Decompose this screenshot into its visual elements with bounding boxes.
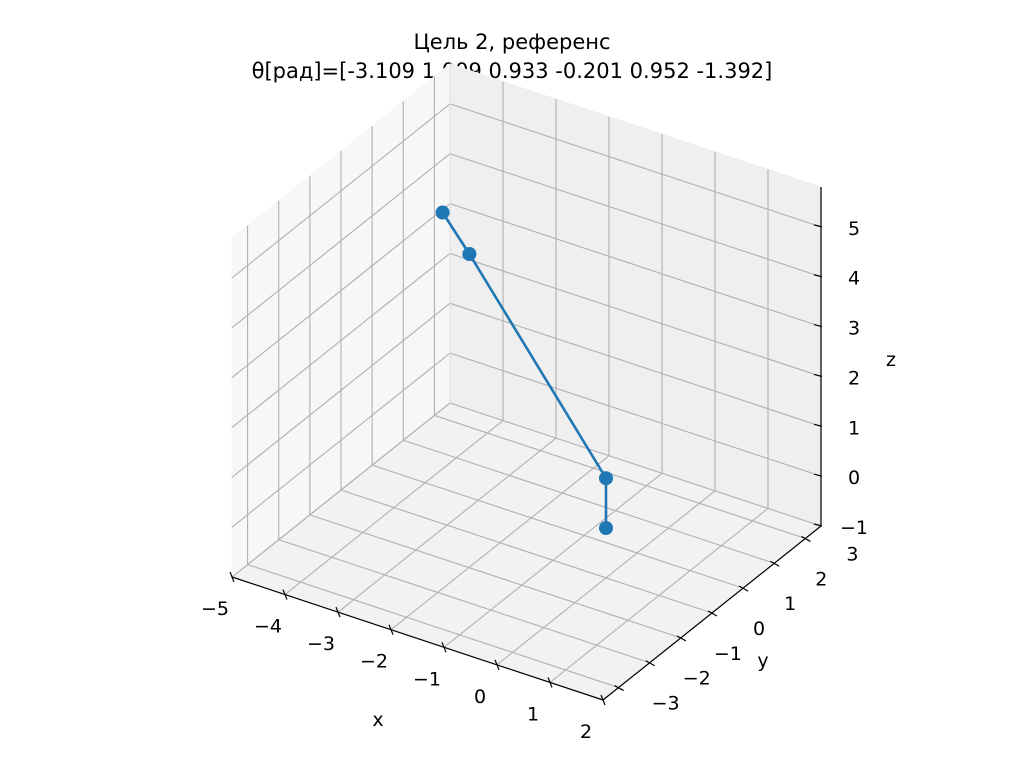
- data-series: [435, 205, 613, 535]
- x-axis-label: x: [372, 709, 383, 731]
- z-gridline: [231, 103, 451, 279]
- y-gridline: [434, 414, 806, 539]
- y-tick-mark: [769, 560, 780, 567]
- y-gridline: [403, 439, 775, 564]
- x-tick-label: −5: [201, 598, 229, 620]
- x-tick-mark: [229, 571, 235, 583]
- z-gridline: [231, 402, 451, 578]
- data-point: [462, 247, 477, 261]
- y-tick-mark: [614, 685, 624, 692]
- data-point: [435, 205, 450, 220]
- z-gridline: [231, 153, 451, 329]
- z-gridline: [449, 252, 822, 377]
- z-gridline: [449, 153, 822, 278]
- series-line: [441, 211, 608, 528]
- axis-lines: [229, 64, 823, 706]
- z-tick-mark: [813, 324, 823, 328]
- z-axis-label: z: [886, 349, 896, 371]
- x-tick-label: −2: [360, 651, 388, 673]
- y-tick-label: 0: [753, 618, 765, 640]
- z-gridline: [449, 103, 822, 228]
- z-tick-label: 4: [848, 268, 860, 290]
- z-tick-label: 2: [848, 367, 860, 389]
- y-tick-mark: [738, 585, 749, 592]
- x-tick-mark: [600, 694, 606, 706]
- chart-title: Цель 2, референс θ[рад]=[-3.109 1.009 0.…: [0, 28, 1024, 86]
- z-tick-mark: [813, 373, 823, 378]
- x-tick-mark: [547, 677, 553, 688]
- z-gridline: [449, 402, 822, 527]
- z-gridline: [449, 203, 822, 328]
- z-gridline: [231, 253, 451, 428]
- x-tick-label: 2: [580, 721, 592, 743]
- z-tick-label: 1: [848, 417, 860, 439]
- x-tick-label: −3: [307, 633, 335, 655]
- x-tick-label: −1: [413, 668, 441, 690]
- y-gridline: [247, 564, 619, 689]
- z-tick-label: 3: [848, 318, 860, 340]
- z-tick-label: 5: [848, 218, 860, 240]
- y-tick-label: −2: [683, 668, 711, 690]
- x-tick-mark: [282, 589, 288, 600]
- x-tick-mark: [494, 659, 500, 671]
- x-tick-mark: [335, 606, 341, 618]
- y-tick-label: 3: [846, 543, 858, 565]
- x-tick-label: 0: [474, 686, 486, 708]
- y-tick-label: 2: [815, 568, 827, 590]
- y-tick-label: −3: [652, 693, 680, 715]
- z-gridline: [231, 302, 451, 478]
- y-gridline: [371, 464, 744, 589]
- x-tick-mark: [441, 642, 447, 653]
- subtitle-line: θ[рад]=[-3.109 1.009 0.933 -0.201 0.952 …: [251, 59, 773, 83]
- z-gridline: [449, 352, 822, 477]
- y-tick-mark: [707, 610, 718, 617]
- z-tick-mark: [813, 473, 823, 477]
- x-axis-line: [231, 576, 604, 701]
- y-gridline: [309, 514, 682, 639]
- z-tick-mark: [813, 423, 823, 427]
- x-tick-mark: [388, 624, 394, 635]
- title-line: Цель 2, референс: [413, 30, 611, 54]
- y-tick-label: −1: [714, 643, 742, 665]
- axis-panes: [230, 62, 823, 701]
- z-tick-mark: [813, 224, 823, 228]
- z-gridline: [231, 352, 451, 528]
- y-tick-mark: [645, 660, 656, 667]
- y-tick-label: 1: [784, 593, 796, 615]
- z-gridline: [231, 203, 451, 379]
- grid-lines: [231, 64, 822, 701]
- data-point: [599, 471, 613, 486]
- z-tick-mark: [813, 523, 823, 527]
- data-point: [599, 521, 613, 535]
- x-tick-label: 1: [527, 703, 539, 725]
- y-gridline: [278, 539, 650, 664]
- z-tick-label: 0: [848, 467, 860, 489]
- y-tick-mark: [676, 635, 687, 642]
- z-tick-label: −1: [840, 517, 868, 539]
- y-axis-label: y: [757, 650, 768, 672]
- y-tick-mark: [801, 535, 811, 542]
- y-gridline: [340, 489, 713, 614]
- z-tick-mark: [813, 274, 823, 278]
- x-tick-label: −4: [254, 616, 282, 638]
